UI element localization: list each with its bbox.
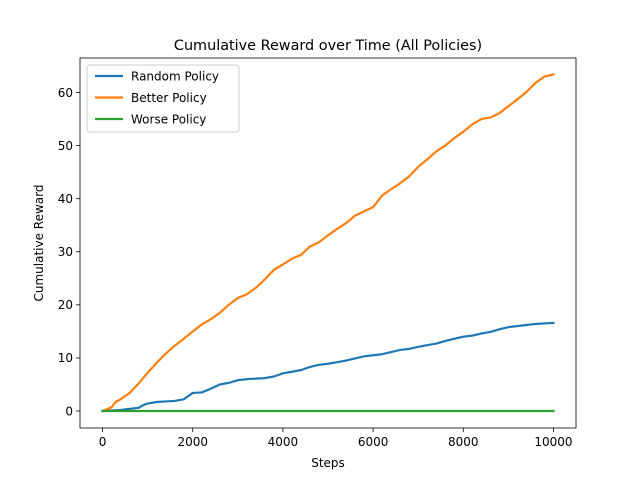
y-tick-label: 50: [58, 139, 73, 153]
chart-title: Cumulative Reward over Time (All Policie…: [174, 38, 482, 54]
legend-label: Random Policy: [131, 69, 219, 83]
y-tick-label: 40: [58, 192, 73, 206]
legend: Random Policy Better Policy Worse Policy: [86, 64, 240, 133]
legend-label: Better Policy: [131, 91, 207, 105]
plot-lines: [101, 73, 555, 413]
y-axis-label: Cumulative Reward: [32, 185, 46, 302]
x-tick-label: 10000: [534, 435, 572, 449]
plot-frame: [79, 57, 577, 429]
legend-label: Worse Policy: [131, 112, 206, 126]
x-tick-label: 8000: [448, 435, 479, 449]
x-axis: 0 2000 4000 6000 8000 10000: [99, 428, 573, 449]
y-tick-label: 30: [58, 245, 73, 259]
series-line-0: [101, 321, 555, 413]
x-tick-label: 2000: [177, 435, 208, 449]
series-line-1: [101, 73, 555, 413]
legend-box: [86, 64, 240, 133]
y-tick-label: 60: [58, 86, 73, 100]
y-tick-label: 10: [58, 351, 73, 365]
x-tick-label: 6000: [358, 435, 389, 449]
x-axis-label: Steps: [311, 456, 345, 470]
y-axis: 0 10 20 30 40 50 60: [58, 86, 80, 418]
x-tick-label: 4000: [268, 435, 299, 449]
x-tick-label: 0: [99, 435, 107, 449]
y-tick-label: 20: [58, 298, 73, 312]
y-tick-label: 0: [65, 404, 73, 418]
